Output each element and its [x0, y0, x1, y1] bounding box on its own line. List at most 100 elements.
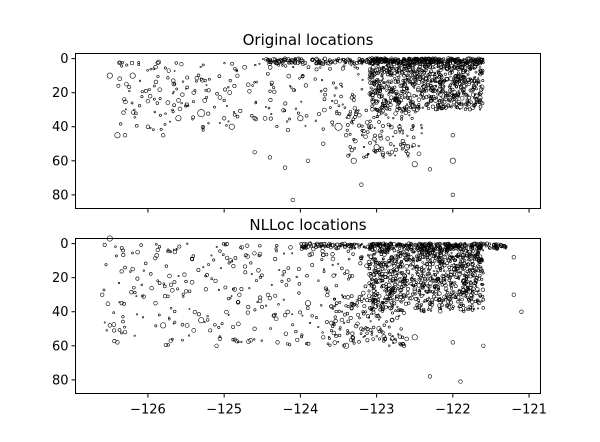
event-marker [395, 107, 400, 112]
event-marker [437, 99, 442, 104]
event-marker [197, 109, 206, 118]
event-marker [392, 301, 397, 306]
event-marker [433, 259, 437, 263]
event-marker [285, 309, 290, 315]
event-marker [421, 84, 426, 89]
event-marker [437, 303, 442, 308]
event-marker [177, 275, 180, 278]
event-marker [275, 340, 280, 345]
event-marker [433, 71, 437, 75]
event-marker [260, 305, 264, 309]
event-marker [385, 136, 390, 141]
dense-cluster-original [116, 56, 485, 159]
event-marker [452, 57, 455, 60]
event-marker [452, 81, 457, 86]
event-marker [338, 301, 342, 304]
event-marker [434, 76, 437, 79]
event-marker [468, 56, 473, 61]
event-marker [363, 245, 366, 248]
event-marker [472, 104, 476, 108]
event-marker [161, 133, 166, 138]
event-marker [221, 242, 226, 246]
event-marker [393, 254, 399, 260]
event-marker [246, 339, 251, 344]
event-marker [201, 126, 205, 129]
event-marker [427, 57, 431, 60]
event-marker [478, 99, 483, 105]
event-marker [417, 289, 421, 293]
event-marker [331, 124, 334, 127]
event-marker [368, 119, 372, 123]
event-marker [457, 244, 461, 248]
event-marker [443, 286, 449, 292]
event-marker [470, 61, 474, 64]
event-marker [243, 270, 248, 275]
event-marker [391, 272, 395, 276]
event-marker [106, 72, 113, 79]
event-marker [470, 273, 474, 277]
event-marker [242, 64, 247, 70]
event-marker [502, 244, 506, 248]
event-marker [323, 92, 327, 97]
event-marker [205, 318, 210, 322]
event-marker [465, 98, 470, 103]
event-marker [437, 104, 441, 108]
event-marker [142, 269, 145, 272]
event-marker [398, 265, 402, 269]
event-marker [388, 332, 392, 336]
event-marker [133, 111, 138, 116]
event-marker [392, 117, 395, 120]
event-marker [411, 334, 418, 341]
event-marker [172, 82, 176, 86]
event-marker [305, 158, 311, 163]
event-marker [318, 242, 324, 248]
event-marker [269, 60, 273, 64]
event-marker [228, 123, 235, 130]
event-marker [387, 269, 391, 273]
event-marker [111, 322, 117, 327]
event-marker [218, 122, 221, 124]
event-marker [450, 69, 454, 72]
event-marker [374, 274, 377, 277]
event-marker [381, 124, 385, 128]
event-marker [500, 244, 503, 247]
event-marker [371, 272, 377, 277]
event-marker [399, 94, 403, 97]
event-marker [406, 79, 410, 82]
event-marker [454, 78, 457, 81]
event-marker [376, 298, 381, 302]
event-marker [442, 294, 447, 300]
event-marker [224, 242, 229, 246]
event-marker [391, 262, 395, 266]
event-marker [367, 259, 372, 264]
event-marker [364, 246, 367, 249]
event-marker [432, 270, 435, 273]
event-marker [459, 264, 464, 269]
event-marker [302, 60, 308, 66]
event-marker [282, 269, 287, 274]
event-marker [365, 331, 369, 335]
event-marker [411, 143, 416, 148]
event-marker [410, 81, 413, 84]
event-marker [382, 252, 387, 257]
event-marker [418, 257, 422, 262]
event-marker [191, 90, 196, 95]
event-marker [449, 100, 452, 103]
event-marker [478, 81, 481, 84]
event-marker [227, 120, 230, 123]
event-marker [463, 259, 467, 263]
event-marker [297, 291, 301, 295]
event-marker [184, 104, 188, 108]
event-marker [472, 307, 476, 311]
event-marker [400, 69, 403, 73]
event-marker [455, 243, 458, 247]
event-marker [432, 94, 436, 99]
event-marker [469, 245, 473, 250]
event-marker [367, 316, 371, 319]
event-marker [441, 61, 444, 64]
event-marker [314, 119, 317, 122]
event-marker [377, 278, 382, 284]
event-marker [457, 57, 460, 60]
event-marker [367, 266, 372, 271]
event-marker [477, 307, 479, 310]
